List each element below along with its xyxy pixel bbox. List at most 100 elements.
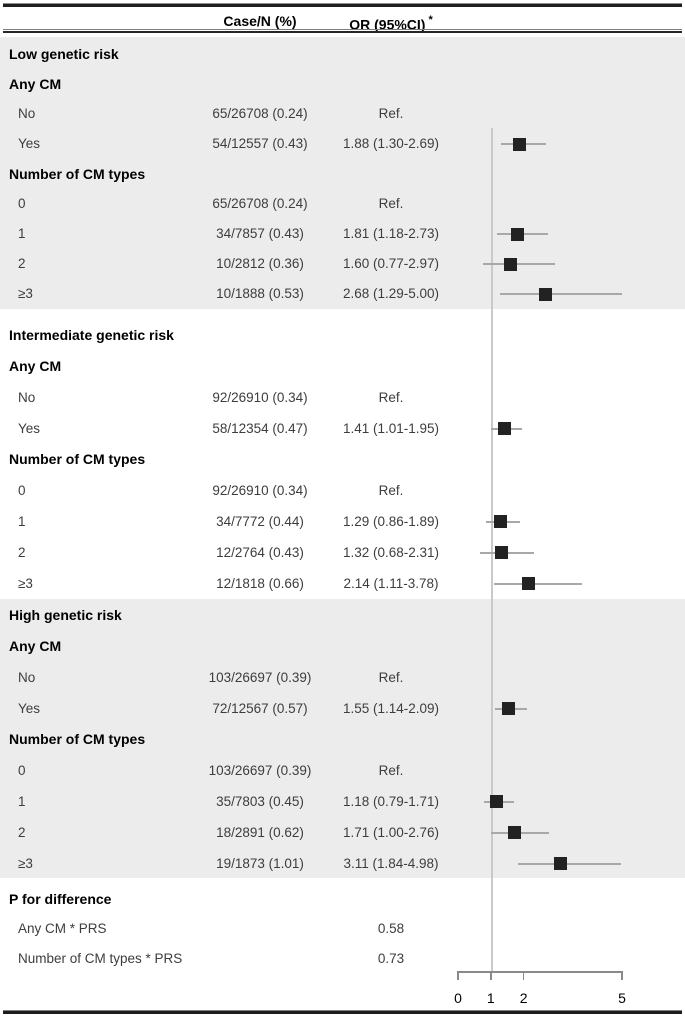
column-header-or: OR (95%CI) * [311, 13, 471, 33]
or-value: Ref. [378, 106, 404, 121]
group-label: Number of CM types [9, 166, 146, 182]
ci-whisker [483, 263, 556, 265]
case-n-value: 34/7857 (0.43) [216, 226, 304, 241]
ci-whisker [500, 293, 622, 295]
or-point-marker [513, 137, 527, 151]
row-label: 0 [18, 763, 26, 778]
case-n-value: 65/26708 (0.24) [212, 106, 308, 121]
case-n-value: 58/12354 (0.47) [212, 421, 308, 436]
case-n-value: 34/7772 (0.44) [216, 514, 304, 529]
group-label: Any CM [9, 358, 62, 374]
row-label: 0 [18, 483, 26, 498]
row-label: 2 [18, 825, 26, 840]
table-row: 0 65/26708 (0.24) Ref. [0, 189, 685, 219]
group-label-row: Number of CM types [0, 444, 685, 475]
case-n-value: 18/2891 (0.62) [216, 825, 304, 840]
x-axis-tick [457, 971, 459, 980]
case-n-value: 72/12567 (0.57) [212, 701, 308, 716]
x-axis-tick-label: 2 [519, 990, 528, 1006]
section-title: P for difference [9, 891, 112, 907]
bottom-rule [3, 1010, 682, 1014]
row-label: Yes [18, 421, 41, 436]
or-point-marker [493, 515, 507, 528]
x-axis-tick-label: 5 [618, 990, 626, 1006]
section-title-row: High genetic risk [0, 600, 685, 631]
or-value: 1.41 (1.01-1.95) [342, 421, 440, 436]
or-point-marker [507, 826, 521, 839]
case-n-value: 92/26910 (0.34) [212, 390, 308, 405]
or-value: Ref. [378, 483, 404, 498]
or-point-marker [539, 287, 553, 301]
x-axis-tick [490, 971, 492, 980]
group-label: Any CM [9, 638, 62, 654]
or-value: 2.68 (1.29-5.00) [342, 286, 440, 301]
or-value: 1.55 (1.14-2.09) [342, 701, 440, 716]
or-value: Ref. [378, 763, 404, 778]
group-label-row: Any CM [0, 351, 685, 382]
row-label: Yes [18, 701, 41, 716]
case-n-value: 92/26910 (0.34) [212, 483, 308, 498]
or-point-marker [497, 422, 511, 435]
or-point-marker [510, 227, 524, 241]
or-value: Ref. [378, 196, 404, 211]
group-label-row: Any CM [0, 69, 685, 99]
table-row: Yes 72/12567 (0.57) 1.55 (1.14-2.09) [0, 693, 685, 724]
x-axis-tick [621, 971, 623, 980]
or-value: 1.81 (1.18-2.73) [342, 226, 440, 241]
row-label: No [18, 670, 36, 685]
row-label: 1 [18, 794, 26, 809]
section-title: High genetic risk [9, 607, 122, 623]
group-label-row: Number of CM types [0, 724, 685, 755]
table-row: No 92/26910 (0.34) Ref. [0, 382, 685, 413]
table-row: 1 34/7772 (0.44) 1.29 (0.86-1.89) [0, 506, 685, 537]
or-value: 2.14 (1.11-3.78) [343, 576, 439, 591]
or-value: 1.29 (0.86-1.89) [342, 514, 440, 529]
table-row: Yes 58/12354 (0.47) 1.41 (1.01-1.95) [0, 413, 685, 444]
or-footnote-marker: * [428, 14, 433, 26]
table-row: 2 18/2891 (0.62) 1.71 (1.00-2.76) [0, 817, 685, 848]
column-header-case-n: Case/N (%) [223, 13, 297, 29]
row-label: Yes [18, 136, 41, 151]
group-label-row: Number of CM types [0, 159, 685, 189]
x-axis-line [458, 971, 622, 973]
case-n-value: 10/2812 (0.36) [216, 256, 304, 271]
table-row: 0 103/26697 (0.39) Ref. [0, 755, 685, 786]
table-row: No 103/26697 (0.39) Ref. [0, 662, 685, 693]
table-row: 2 12/2764 (0.43) 1.32 (0.68-2.31) [0, 537, 685, 568]
section-shading [0, 37, 685, 309]
case-n-value: 12/1818 (0.66) [216, 576, 304, 591]
reference-line [491, 128, 493, 971]
or-value: 0.58 [377, 921, 405, 936]
row-label: 2 [18, 256, 26, 271]
row-label: 2 [18, 545, 26, 560]
or-point-marker [553, 857, 567, 870]
ci-whisker [518, 862, 622, 865]
table-row: Yes 54/12557 (0.43) 1.88 (1.30-2.69) [0, 129, 685, 159]
row-label: No [18, 106, 36, 121]
group-label: Number of CM types [9, 451, 146, 467]
section-title-row: Low genetic risk [0, 39, 685, 69]
x-axis-tick-label: 1 [486, 990, 495, 1006]
row-label: 0 [18, 196, 26, 211]
group-label-row: Any CM [0, 631, 685, 662]
case-n-value: 35/7803 (0.45) [216, 794, 304, 809]
row-label: Any CM * PRS [18, 921, 107, 936]
section-title-row: P for difference [0, 884, 685, 914]
table-row: Number of CM types * PRS 0.73 [0, 944, 685, 974]
row-label: ≥3 [18, 286, 33, 301]
case-n-value: 103/26697 (0.39) [208, 670, 312, 685]
section-title-row: Intermediate genetic risk [0, 320, 685, 351]
row-label: 1 [18, 514, 26, 529]
or-point-marker [494, 546, 508, 559]
or-value: Ref. [378, 670, 404, 685]
table-row: Any CM * PRS 0.58 [0, 914, 685, 944]
or-value: 1.32 (0.68-2.31) [342, 545, 440, 560]
or-point-marker [503, 257, 517, 271]
ci-whisker [494, 582, 582, 585]
table-row: 0 92/26910 (0.34) Ref. [0, 475, 685, 506]
table-row: ≥3 10/1888 (0.53) 2.68 (1.29-5.00) [0, 279, 685, 309]
table-row: 1 35/7803 (0.45) 1.18 (0.79-1.71) [0, 786, 685, 817]
group-label: Any CM [9, 76, 62, 92]
or-value: Ref. [378, 390, 404, 405]
section-title: Low genetic risk [9, 46, 119, 62]
